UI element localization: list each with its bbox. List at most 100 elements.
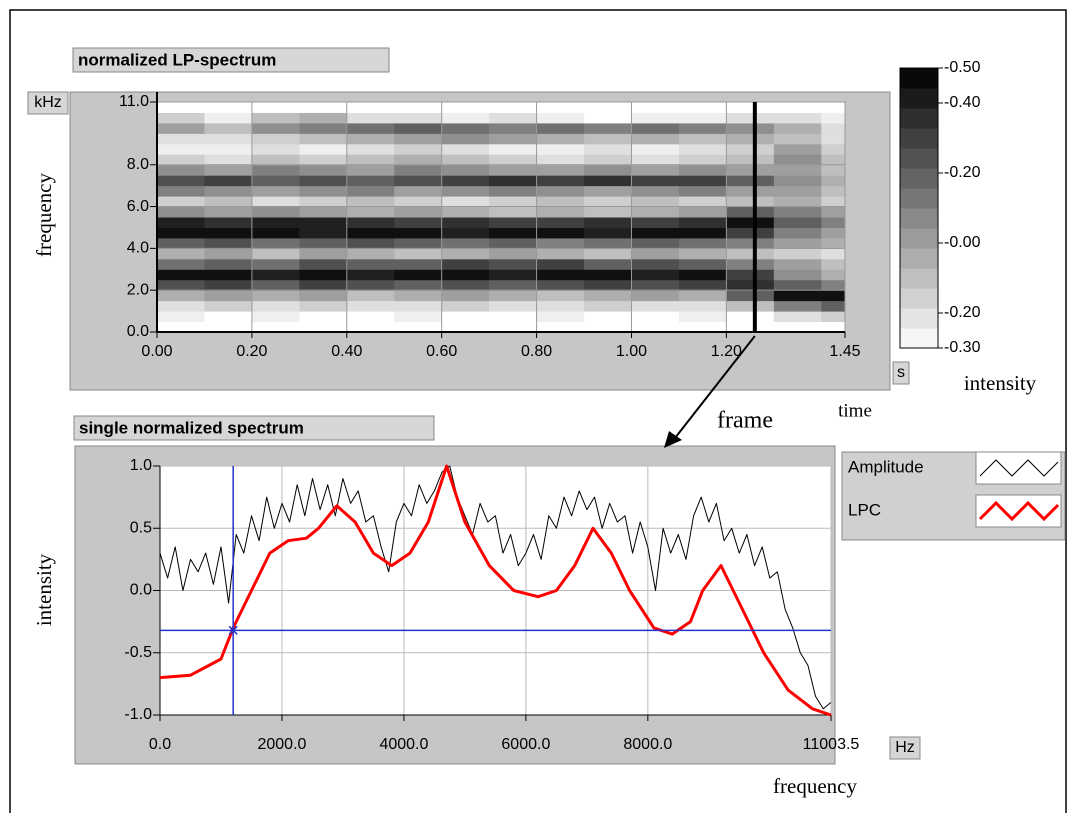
heat-cell: [631, 164, 680, 176]
heat-cell: [251, 321, 300, 333]
heat-cell: [346, 279, 395, 291]
heat-cell: [299, 237, 348, 249]
heat-cell: [251, 112, 300, 124]
colorbar-step: [900, 208, 938, 229]
heat-cell: [441, 112, 490, 124]
heat-cell: [726, 290, 775, 302]
heat-cell: [536, 185, 585, 197]
heat-cell: [204, 321, 253, 333]
x-unit: s: [897, 364, 905, 381]
heat-cell: [536, 122, 585, 134]
heat-cell: [726, 248, 775, 260]
heat-cell: [678, 133, 727, 145]
heat-cell: [346, 217, 395, 228]
heat-cell: [204, 269, 253, 281]
heat-cell: [536, 279, 585, 291]
heat-cell: [157, 196, 205, 208]
heat-cell: [631, 143, 680, 155]
heat-cell: [726, 154, 775, 166]
heat-cell: [631, 321, 680, 333]
heat-cell: [631, 248, 680, 260]
colorbar-step: [900, 228, 938, 249]
x-tick-label: 6000.0: [501, 736, 550, 753]
colorbar-step: [900, 328, 938, 349]
heat-cell: [489, 217, 538, 228]
heat-cell: [584, 279, 632, 291]
heat-cell: [678, 279, 727, 291]
heat-cell: [394, 311, 443, 323]
heat-cell: [821, 311, 846, 323]
colorbar-step: [900, 288, 938, 309]
heat-cell: [821, 237, 846, 249]
heat-cell: [773, 133, 822, 145]
border: [9, 9, 1067, 813]
heat-cell: [394, 206, 443, 218]
y-tick-label: 6.0: [127, 198, 149, 215]
heat-cell: [157, 164, 205, 176]
heat-cell: [584, 248, 632, 260]
heat-cell: [631, 311, 680, 323]
heat-cell: [299, 164, 348, 176]
heat-cell: [299, 102, 348, 113]
heat-cell: [394, 300, 443, 312]
heat-cell: [773, 227, 822, 239]
heat-cell: [204, 175, 253, 187]
heat-cell: [251, 300, 300, 312]
heat-cell: [489, 321, 538, 333]
legend-swatch: [979, 459, 1059, 477]
heat-cell: [441, 321, 490, 333]
x-unit: Hz: [895, 739, 915, 756]
heat-cell: [678, 227, 727, 239]
heat-cell: [394, 143, 443, 155]
heat-cell: [441, 269, 490, 281]
heat-cell: [251, 133, 300, 145]
heat-cell: [631, 154, 680, 166]
heat-cell: [536, 175, 585, 187]
heat-cell: [631, 300, 680, 312]
heat-cell: [441, 154, 490, 166]
heat-cell: [157, 248, 205, 260]
heat-cell: [346, 185, 395, 197]
heat-cell: [157, 102, 205, 113]
heat-cell: [584, 133, 632, 145]
heat-cell: [631, 237, 680, 249]
heat-cell: [204, 112, 253, 124]
x-tick-label: 0.0: [149, 736, 171, 753]
heat-cell: [204, 164, 253, 176]
heat-cell: [536, 143, 585, 155]
heat-cell: [441, 185, 490, 197]
heat-cell: [157, 311, 205, 323]
heat-cell: [204, 133, 253, 145]
heat-cell: [773, 122, 822, 134]
heat-cell: [536, 133, 585, 145]
heat-cell: [299, 133, 348, 145]
heat-cell: [157, 112, 205, 124]
heat-cell: [299, 227, 348, 239]
legend-label: Amplitude: [848, 457, 924, 476]
heat-cell: [678, 102, 727, 113]
legend-label: LPC: [848, 500, 881, 519]
y-tick-label: -0.5: [124, 644, 152, 661]
heat-cell: [251, 175, 300, 187]
frame-border: [9, 9, 1067, 813]
colorbar-step: [900, 88, 938, 109]
heat-cell: [773, 217, 822, 228]
heat-cell: [251, 143, 300, 155]
heat-cell: [441, 122, 490, 134]
heat-cell: [584, 300, 632, 312]
heat-cell: [773, 206, 822, 218]
heat-cell: [394, 248, 443, 260]
heat-cell: [204, 248, 253, 260]
heat-cell: [441, 300, 490, 312]
heat-cell: [536, 227, 585, 239]
heat-cell: [821, 175, 846, 187]
heat-cell: [204, 143, 253, 155]
heat-cell: [157, 321, 205, 333]
unit-box: [892, 361, 910, 385]
colorbar-step: [900, 148, 938, 169]
heat-cell: [584, 154, 632, 166]
heat-cell: [346, 164, 395, 176]
heat-cell: [441, 196, 490, 208]
heat-cell: [251, 154, 300, 166]
heat-cell: [251, 269, 300, 281]
